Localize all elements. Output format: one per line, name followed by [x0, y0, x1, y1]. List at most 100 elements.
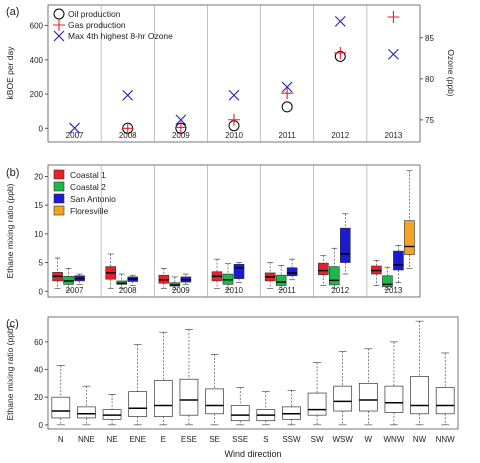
panel-b-box-body: [382, 275, 393, 287]
panel-a-point-cross: [334, 16, 346, 27]
panel-b-box: [180, 273, 192, 285]
panel-a-legend-marker: [53, 30, 65, 42]
panel-a-ylabel: kBOE per day: [5, 46, 15, 100]
panel-c-label: (c): [6, 318, 19, 330]
panel-b-box: [264, 262, 276, 289]
panel-c-ytick-label: 20: [34, 393, 43, 402]
panel-b-box: [63, 268, 74, 291]
panel-c-xtick-label: NW: [413, 435, 427, 444]
panel-c-box: [384, 341, 404, 426]
panel-c-ytick-label: 60: [34, 338, 43, 347]
panel-b-box-body: [233, 263, 245, 279]
panel-c-box-body: [384, 385, 404, 413]
panel-c-box: [128, 344, 148, 426]
panel-c-box-body: [230, 405, 250, 422]
panel-a-ylabel-right: Ozone (ppb): [446, 49, 456, 96]
panel-c-box: [358, 348, 378, 426]
panel-b-box: [74, 273, 85, 285]
panel-c-xtick-label: NNW: [436, 435, 456, 444]
panel-b-box: [275, 265, 287, 290]
panel-b-frame: [47, 164, 421, 298]
panel-c-box: [410, 320, 429, 426]
panel-b-box: [382, 266, 393, 290]
panel-b-box-body: [404, 220, 415, 255]
panel-b-ytick-label: 0: [39, 287, 44, 296]
panel-c-box: [333, 351, 353, 426]
panel-a-point-cross: [69, 122, 80, 134]
panel-b-ylabel: Ethane mixing ratio (ppb): [5, 183, 15, 278]
panel-b-xtick-label: 2008: [119, 286, 137, 295]
panel-b-legend-swatch: [53, 205, 65, 216]
panel-c-xtick-label: N: [58, 435, 64, 444]
panel-a: (a) kBOE per day Ozone (ppb) 0200400600 …: [5, 4, 456, 143]
panel-b-box-body: [393, 250, 404, 271]
panel-b-legend-label: Floresville: [70, 206, 109, 216]
panel-b-box: [116, 273, 128, 289]
panel-c-xtick-label: SSE: [232, 435, 248, 444]
panel-c-box-body: [307, 392, 327, 416]
panel-a-point-cross: [228, 89, 240, 101]
panel-b-legend-label: San Antonio: [70, 194, 116, 204]
panel-c-xtick-label: SW: [311, 435, 324, 444]
panel-b-xtick-label: 2011: [279, 286, 297, 295]
panel-a-label: (a): [6, 6, 19, 18]
panel-c-box: [435, 352, 455, 426]
panel-c-xtick-label: NE: [107, 435, 118, 444]
panel-b-legend-label: Coastal 1: [70, 170, 106, 180]
panel-b-legend: Coastal 1 Coastal 2 San Antonio Floresville: [53, 169, 116, 216]
panel-b-box: [317, 255, 329, 286]
panel-b-box-body: [275, 274, 287, 286]
panel-c-box: [77, 385, 96, 426]
panel-c-box: [153, 331, 173, 426]
panel-b-xtick-label: 2007: [66, 286, 84, 295]
panel-b-box: [127, 274, 139, 286]
panel-c-box: [102, 394, 122, 426]
panel-c-ytick-label: 40: [34, 366, 43, 375]
panel-c-xtick-label: WNW: [383, 435, 404, 444]
panel-b-box: [393, 245, 404, 283]
panel-b-label: (b): [6, 167, 19, 179]
panel-a-ytick-label: 600: [30, 22, 44, 31]
panel-c-box-body: [205, 388, 224, 415]
panel-c-xtick-label: E: [161, 435, 166, 444]
panel-a-xtick-label: 2012: [331, 131, 349, 140]
panel-b-ytick-label: 20: [34, 172, 43, 181]
panel-b-box: [158, 268, 170, 289]
panel-b-legend-swatch: [53, 181, 65, 192]
panel-a-ytick-right-label: 75: [425, 116, 434, 125]
panel-a-point-plus: [387, 10, 400, 23]
panel-a-point-plus: [228, 113, 240, 126]
panel-b-box: [328, 247, 340, 289]
panel-b-box-body: [339, 227, 351, 263]
panel-a-legend-marker: [53, 19, 65, 31]
panel-b-xtick-label: 2010: [225, 286, 243, 295]
panel-a-ytick-label: 0: [39, 124, 44, 133]
panel-c-box: [256, 391, 276, 426]
panel-a-point-cross: [122, 89, 134, 101]
panel-c-ytick-label: 0: [39, 421, 44, 430]
panel-c-box-body: [358, 383, 378, 412]
panel-b-box: [404, 170, 415, 269]
panel-b-legend-swatch: [53, 169, 65, 180]
panel-c-box: [179, 329, 199, 426]
panel-c-box: [282, 389, 301, 426]
panel-a-legend-label: Oil production: [68, 9, 121, 19]
panel-a-point-cross: [175, 114, 187, 126]
panel-b-box: [169, 276, 181, 290]
panel-b-ytick-label: 15: [34, 201, 43, 210]
panel-a-legend-label: Max 4th highest 8-hr Ozone: [68, 31, 173, 41]
panel-b-ytick-label: 5: [39, 259, 44, 268]
panel-b-box-body: [328, 266, 340, 286]
panel-a-ytick-right-label: 85: [425, 34, 434, 43]
panel-c-xtick-label: SE: [209, 435, 220, 444]
panel-c-ylabel: Ethane mixing ratio (ppb): [5, 325, 15, 420]
panel-b-box: [371, 259, 382, 286]
panel-c-box: [230, 387, 250, 426]
panel-c-box-body: [333, 385, 353, 412]
panel-c-frame: [47, 316, 459, 430]
panel-a-xtick-label: 2010: [225, 131, 243, 140]
panel-a-legend-label: Gas production: [68, 20, 126, 30]
panel-b-xtick-label: 2009: [172, 286, 190, 295]
